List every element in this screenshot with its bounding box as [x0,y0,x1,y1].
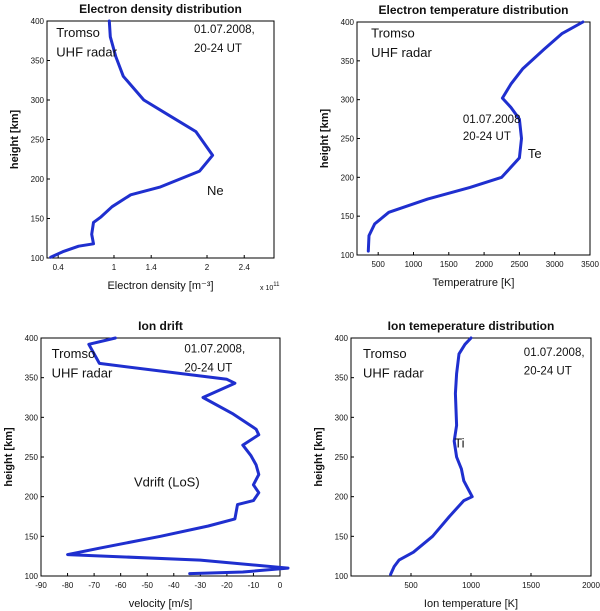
annotation: UHF radar [52,366,113,381]
y-axis-label: height [km] [9,110,21,170]
series-line-te [366,20,585,253]
x-tick-label: 1 [112,263,117,272]
y-tick-label: 250 [31,136,45,145]
x-tick-label: -50 [141,581,153,590]
x-tick-label: 0.4 [53,263,65,272]
x-axis-label: Electron density [m⁻³] [107,280,213,292]
annotation: 20-24 UT [524,365,572,377]
annotation: 01.07.2008, [194,24,255,36]
chart-title: Electron temperature distribution [378,3,568,17]
y-axis-label: height [km] [313,427,325,487]
chart-panel-1: Electron density distribution 0.4 1 1.4 2 2.4… [9,2,280,292]
annotation: Tromso [52,346,96,361]
x-tick-label: -80 [62,581,74,590]
y-tick-label: 300 [25,413,39,422]
y-tick-label: 150 [335,532,349,541]
annotation: 20-24 UT [194,43,242,55]
annotation: 01.07.2008 [463,114,521,126]
y-tick-label: 300 [31,96,45,105]
x-axis-multiplier: x 1011 [260,282,280,292]
y-tick-label: 300 [341,96,355,105]
x-tick-label: 1500 [440,260,458,269]
x-tick-label: -40 [168,581,180,590]
y-tick-label: 400 [335,334,349,343]
x-tick-label: 2500 [510,260,528,269]
x-axis-label: velocity [m/s] [129,598,193,610]
y-tick-label: 350 [341,57,355,66]
y-tick-label: 400 [31,17,45,26]
y-tick-label: 100 [31,254,45,263]
x-tick-label: -20 [221,581,233,590]
x-tick-label: 500 [404,581,418,590]
plot-area [46,20,275,259]
x-tick-label: -90 [35,581,47,590]
plot-area [350,337,592,577]
x-tick-label: 2.4 [239,263,251,272]
y-tick-label: 200 [341,173,355,182]
x-tick-label: 2000 [475,260,493,269]
y-tick-label: 350 [25,374,39,383]
x-tick-label: -70 [88,581,100,590]
x-tick-label: 1.4 [146,263,158,272]
series-line-ti [389,336,474,576]
y-tick-label: 150 [341,212,355,221]
annotation: Te [528,146,542,161]
annotation: 20-24 UT [463,131,511,143]
y-axis-label: height [km] [319,109,331,169]
x-tick-label: 1500 [522,581,540,590]
x-tick-label: 2 [205,263,210,272]
series-line-vdrift-los- [66,336,290,576]
y-tick-label: 100 [25,572,39,581]
x-tick-label: 1000 [462,581,480,590]
y-tick-label: 400 [341,18,355,27]
y-tick-label: 250 [25,453,39,462]
plot-area [356,21,591,256]
chart-title: Electron density distribution [79,2,242,16]
x-tick-label: 1000 [405,260,423,269]
x-axis-label: Temperatrure [K] [433,277,515,289]
y-tick-label: 250 [341,135,355,144]
chart-panel-3: Ion drift -90 -80 -70 -60 -50 -40 -30 -20 -10 0 100… [3,319,290,610]
chart-title: Ion drift [138,319,183,333]
annotation: UHF radar [363,366,424,381]
x-tick-label: -30 [195,581,207,590]
annotation: 01.07.2008, [184,343,245,355]
x-tick-label: -60 [115,581,127,590]
annotation: UHF radar [56,45,117,60]
annotation: 01.07.2008, [524,347,585,359]
y-tick-label: 350 [31,57,45,66]
y-tick-label: 250 [335,453,349,462]
y-tick-label: 100 [335,572,349,581]
x-tick-label: 3000 [546,260,564,269]
y-tick-label: 300 [335,413,349,422]
annotation: 20-24 UT [184,362,232,374]
annotation: UHF radar [371,45,432,60]
annotation: Vdrift (LoS) [134,474,200,489]
annotation: Ti [454,435,464,450]
x-axis-label: Ion temperature [K] [424,598,518,610]
chart-title: Ion temeperature distribution [388,319,555,333]
y-tick-label: 200 [31,175,45,184]
y-tick-label: 200 [25,493,39,502]
annotation: Tromso [56,25,100,40]
series-line-ne [49,19,215,259]
x-tick-label: 500 [372,260,386,269]
y-tick-label: 150 [31,215,45,224]
annotation: Tromso [371,26,415,41]
x-tick-label: 2000 [582,581,600,590]
annotation: Tromso [363,346,407,361]
x-tick-label: -10 [248,581,260,590]
x-tick-label: 0 [278,581,283,590]
annotation: Ne [207,183,224,198]
y-axis-label: height [km] [3,427,15,487]
y-tick-label: 400 [25,334,39,343]
y-tick-label: 200 [335,493,349,502]
y-tick-label: 100 [341,251,355,260]
y-tick-label: 150 [25,532,39,541]
y-tick-label: 350 [335,374,349,383]
x-tick-label: 3500 [581,260,599,269]
